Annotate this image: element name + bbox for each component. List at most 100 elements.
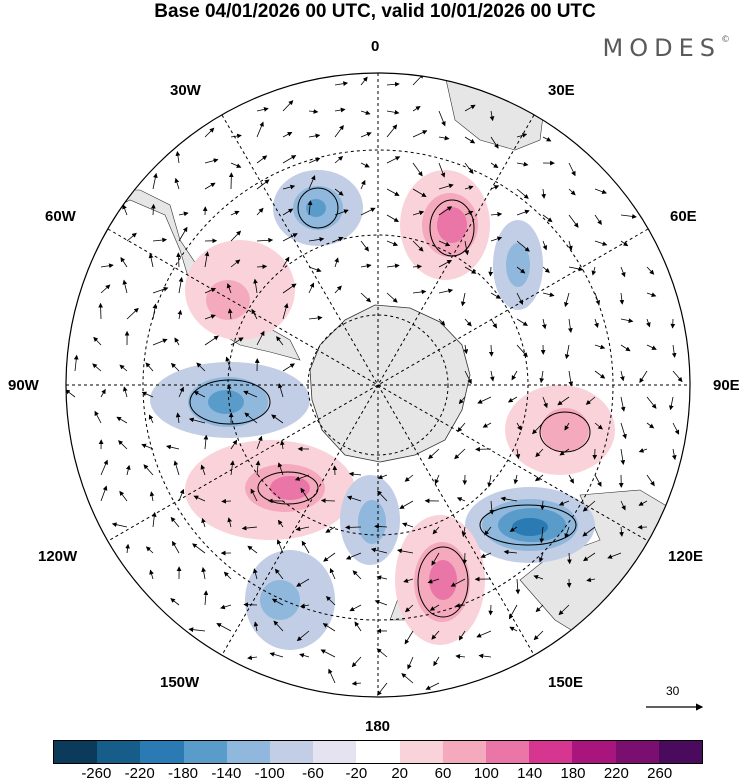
wind-arrow — [564, 422, 570, 431]
wind-arrow — [567, 552, 572, 565]
wind-arrow — [204, 127, 215, 138]
wind-arrow — [271, 414, 284, 424]
wind-arrow — [516, 344, 528, 358]
wind-arrow — [464, 266, 477, 274]
wind-arrow — [462, 552, 468, 565]
wind-arrow — [542, 136, 552, 142]
wind-arrow — [247, 655, 258, 661]
wind-arrow — [668, 396, 674, 411]
wind-arrow — [323, 552, 336, 562]
wind-arrow — [203, 590, 209, 606]
wind-arrow — [594, 240, 608, 246]
wind-arrow — [463, 344, 469, 355]
wind-arrow — [594, 214, 602, 226]
wind-arrow — [307, 200, 313, 216]
wind-arrow — [480, 552, 492, 558]
wind-arrow — [174, 337, 180, 346]
wind-arrow — [100, 284, 111, 294]
wind-arrow — [122, 204, 128, 216]
wind-arrow — [175, 151, 181, 164]
wind-arrow — [188, 627, 206, 633]
wind-arrow — [178, 226, 188, 242]
wind-arrow — [455, 654, 466, 659]
wind-arrow — [620, 214, 637, 219]
wind-arrow — [250, 488, 258, 502]
wind-arrow — [282, 283, 297, 294]
wind-arrow — [377, 490, 388, 502]
wind-arrow — [325, 526, 336, 533]
wind-arrow — [464, 136, 476, 144]
wind-arrow — [538, 552, 544, 563]
legend-tick-label: -180 — [167, 765, 199, 782]
wind-arrow — [204, 287, 217, 294]
wind-arrow — [516, 133, 528, 138]
wind-arrow — [308, 237, 325, 242]
wind-arrow — [349, 604, 362, 612]
wind-arrow — [308, 266, 322, 273]
wind-arrow — [513, 474, 519, 485]
wind-arrow — [490, 292, 501, 299]
wind-arrow — [489, 370, 495, 382]
wind-arrow — [646, 292, 657, 297]
wind-arrow — [334, 81, 349, 87]
wind-arrow — [256, 435, 263, 450]
wind-arrow — [564, 526, 570, 539]
wind-arrow — [178, 386, 184, 398]
wind-arrow — [256, 237, 274, 243]
wind-arrow — [620, 344, 631, 352]
wind-arrow — [204, 314, 216, 320]
wind-arrow — [407, 656, 414, 670]
wind-arrow — [464, 210, 474, 216]
wind-arrow — [247, 545, 258, 554]
wind-arrow — [672, 370, 683, 383]
wind-arrow — [557, 396, 570, 406]
wind-arrow — [251, 308, 258, 320]
wind-arrow — [296, 630, 310, 642]
wind-arrow — [646, 318, 651, 328]
lon-label-150e: 150E — [548, 674, 584, 691]
antarctica-land — [309, 304, 471, 463]
wind-arrow — [192, 543, 206, 554]
wind-arrow — [542, 396, 548, 409]
legend-swatch — [356, 741, 400, 763]
wind-arrow — [377, 474, 388, 480]
lon-label-90w: 90W — [8, 377, 39, 394]
wind-arrow — [256, 121, 264, 138]
wind-arrow — [230, 230, 242, 242]
wind-arrow — [488, 266, 494, 277]
wind-arrow — [386, 263, 400, 269]
wind-arrow — [119, 490, 128, 502]
wind-arrow — [282, 155, 297, 164]
wind-arrow — [507, 396, 518, 403]
wind-arrow — [412, 188, 427, 198]
wind-arrow — [148, 253, 154, 268]
wind-arrow — [533, 630, 544, 641]
wind-arrow — [334, 285, 342, 294]
wind-arrow — [271, 598, 284, 606]
wind-arrow — [334, 107, 346, 113]
wind-arrow — [100, 263, 114, 269]
wind-arrow — [516, 161, 529, 167]
wind-arrow — [111, 522, 128, 528]
wind-arrow — [100, 485, 108, 502]
wind-arrow — [256, 207, 264, 216]
wind-arrow — [227, 517, 233, 528]
wind-arrow — [175, 412, 181, 424]
wind-arrow — [620, 396, 626, 412]
wind-arrow — [294, 474, 310, 481]
wind-arrow — [300, 603, 310, 609]
wind-arrow — [425, 682, 440, 690]
wind-arrow — [334, 124, 344, 138]
wind-arrow — [93, 336, 102, 346]
wind-arrow — [370, 547, 388, 554]
wind-arrow — [360, 110, 371, 115]
wind-arrow — [152, 172, 158, 190]
wind-arrow — [170, 598, 180, 606]
wind-arrow — [170, 516, 180, 528]
wind-arrow — [220, 604, 232, 610]
wind-arrow — [280, 440, 285, 450]
wind-arrow — [484, 526, 492, 536]
wind-arrow — [256, 107, 269, 112]
wind-arrow — [402, 522, 414, 528]
